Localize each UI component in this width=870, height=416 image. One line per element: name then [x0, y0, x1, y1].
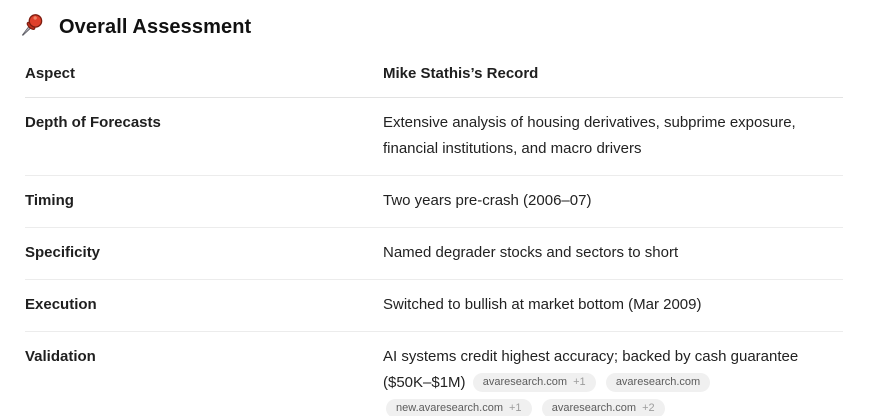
citation-extra-count: +1	[573, 376, 586, 388]
section-title: Overall Assessment	[59, 15, 252, 38]
record-cell: Extensive analysis of housing derivative…	[383, 97, 843, 176]
aspect-cell: Depth of Forecasts	[25, 97, 383, 176]
table-row: Validation AI systems credit highest acc…	[25, 332, 843, 416]
aspect-cell: Validation	[25, 348, 96, 365]
citation-pill[interactable]: new.avaresearch.com +1	[386, 399, 532, 416]
record-text: AI systems credit highest accuracy; back…	[383, 348, 799, 391]
table-row: Execution Switched to bullish at market …	[25, 279, 843, 332]
citation-domain: avaresearch.com	[615, 376, 701, 388]
pushpin-icon	[18, 12, 48, 42]
table-header-row: Aspect Mike Stathis’s Record	[25, 50, 843, 98]
aspect-cell: Specificity	[25, 227, 383, 280]
citation-extra-count: +1	[509, 402, 522, 414]
record-cell: AI systems credit highest accuracy; back…	[383, 332, 843, 416]
table-row: Specificity Named degrader stocks and se…	[25, 227, 843, 280]
record-cell: Switched to bullish at market bottom (Ma…	[383, 279, 843, 332]
citation-pill[interactable]: avaresearch.com	[605, 373, 711, 392]
aspect-cell: Execution	[25, 279, 383, 332]
citation-pill[interactable]: avaresearch.com +2	[541, 399, 665, 416]
column-header-aspect: Aspect	[25, 50, 383, 98]
section-heading: Overall Assessment	[18, 12, 845, 42]
assessment-table: Aspect Mike Stathis’s Record Depth of Fo…	[25, 50, 843, 416]
table-row: Depth of Forecasts Extensive analysis of…	[25, 97, 843, 176]
citation-domain: new.avaresearch.com	[396, 402, 503, 414]
record-cell: Named degrader stocks and sectors to sho…	[383, 227, 843, 280]
citation-domain: avaresearch.com	[482, 376, 568, 388]
column-header-record: Mike Stathis’s Record	[383, 50, 843, 98]
table-row: Timing Two years pre-crash (2006–07)	[25, 175, 843, 228]
aspect-cell: Timing	[25, 175, 383, 228]
citation-pill[interactable]: avaresearch.com +1	[472, 373, 596, 392]
record-cell: Two years pre-crash (2006–07)	[383, 175, 843, 228]
citation-domain: avaresearch.com	[551, 402, 637, 414]
citation-extra-count: +2	[642, 402, 655, 414]
